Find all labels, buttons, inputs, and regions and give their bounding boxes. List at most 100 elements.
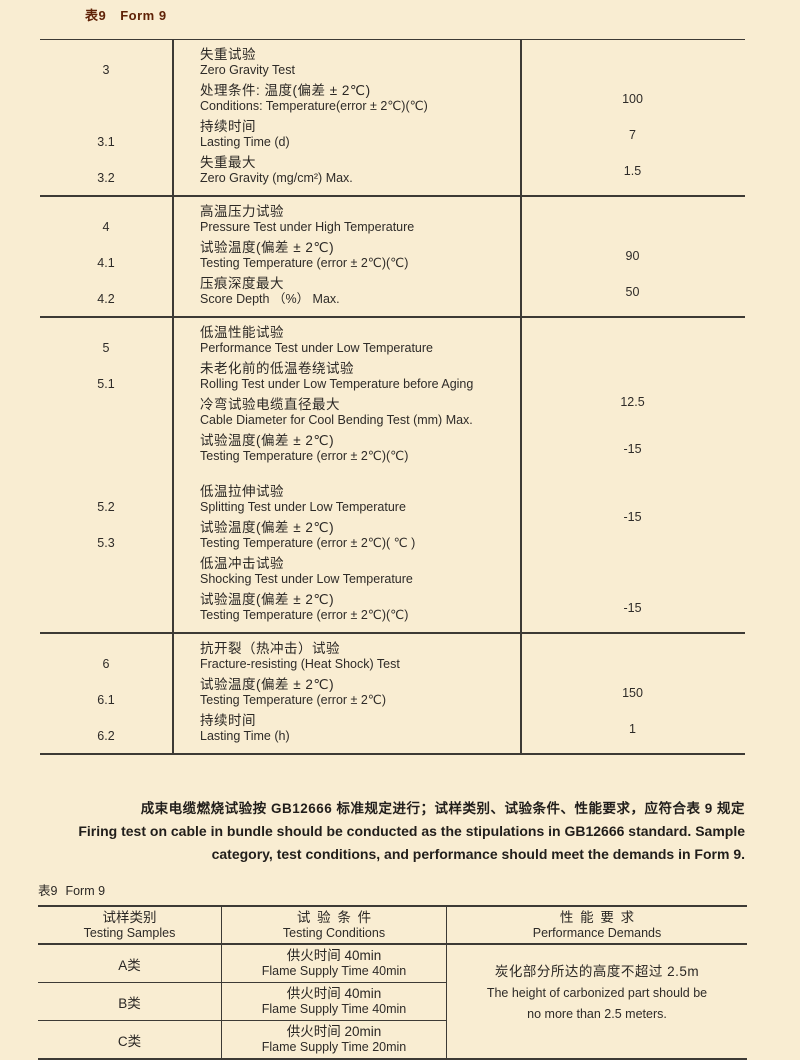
note-text-cn: 成束电缆燃烧试验按 GB12666 标准规定进行；试样类别、试验条件、性能要求，… bbox=[140, 801, 745, 816]
condition-en: Flame Supply Time 40min bbox=[261, 964, 407, 978]
column-divider bbox=[172, 40, 174, 753]
header-en: Testing Conditions bbox=[282, 926, 386, 940]
note-paragraph: 成束电缆燃烧试验按 GB12666 标准规定进行；试样类别、试验条件、性能要求，… bbox=[40, 797, 745, 866]
table-row: 4.2 压痕深度最大 Score Depth （%） Max. 50 bbox=[40, 274, 745, 310]
test-value: 1.5 bbox=[623, 163, 642, 178]
form9-bottom-label: 表9 Form 9 bbox=[38, 880, 800, 899]
note-text-en-line1: Firing test on cable in bundle should be… bbox=[78, 823, 745, 839]
sample-class: C类 bbox=[38, 1021, 222, 1058]
test-items-table: 3 失重试验 Zero Gravity Test 处理条件: 温度(偏差 ± 2… bbox=[40, 39, 745, 755]
table-row: 低温冲击试验 Shocking Test under Low Temperatu… bbox=[40, 554, 745, 590]
row-number: 3 bbox=[102, 63, 110, 77]
table-row: 6 抗开裂（热冲击）试验 Fracture-resisting (Heat Sh… bbox=[40, 639, 745, 675]
test-label-cn: 试验温度(偏差 ± 2℃) bbox=[200, 677, 335, 692]
test-label-cn: 持续时间 bbox=[200, 713, 256, 728]
table-row: 处理条件: 温度(偏差 ± 2℃) Conditions: Temperatur… bbox=[40, 81, 745, 117]
row-text: 持续时间 Lasting Time (h) bbox=[172, 713, 520, 744]
row-text: 失重试验 Zero Gravity Test bbox=[172, 47, 520, 78]
form9-top-label-en: Form 9 bbox=[120, 8, 167, 23]
sample-class: B类 bbox=[38, 983, 222, 1020]
test-value: 100 bbox=[622, 91, 643, 106]
test-value: 1 bbox=[629, 721, 636, 736]
header-cn: 试样类别 bbox=[102, 910, 157, 925]
test-label-en: Score Depth （%） Max. bbox=[200, 292, 340, 306]
row-number bbox=[40, 113, 172, 114]
row-number bbox=[40, 427, 172, 428]
test-value: -15 bbox=[623, 510, 642, 524]
row-text: 试验温度(偏差 ± 2℃) Testing Temperature (error… bbox=[172, 433, 520, 464]
test-condition: 供火时间 40min Flame Supply Time 40min bbox=[222, 945, 447, 982]
table-row: 5.1 未老化前的低温卷绕试验 Rolling Test under Low T… bbox=[40, 359, 745, 395]
row-number: 4.2 bbox=[97, 292, 115, 306]
note-text-en-line2: category, test conditions, and performan… bbox=[211, 846, 745, 862]
row-number: 6.1 bbox=[97, 693, 115, 707]
row-number: 5.1 bbox=[97, 377, 115, 391]
performance-demand-cell: 炭化部分所达的高度不超过 2.5m The height of carboniz… bbox=[447, 945, 747, 1058]
row-text: 持续时间 Lasting Time (d) bbox=[172, 119, 520, 150]
row-text: 处理条件: 温度(偏差 ± 2℃) Conditions: Temperatur… bbox=[172, 83, 520, 114]
table-row: 5.3 试验温度(偏差 ± 2℃) Testing Temperature (e… bbox=[40, 518, 745, 554]
table-section-6: 6 抗开裂（热冲击）试验 Fracture-resisting (Heat Sh… bbox=[40, 632, 745, 753]
firing-table-rows: A类 供火时间 40min Flame Supply Time 40min B类… bbox=[38, 945, 447, 1058]
test-label-en: Fracture-resisting (Heat Shock) Test bbox=[200, 657, 400, 671]
form9-bottom-label-en: Form 9 bbox=[65, 884, 106, 898]
test-label-en: Conditions: Temperature(error ± 2℃)(℃) bbox=[200, 99, 428, 113]
test-label-en: Testing Temperature (error ± 2℃)(℃) bbox=[200, 449, 409, 463]
test-label-en: Zero Gravity (mg/cm²) Max. bbox=[200, 171, 353, 185]
row-text: 低温拉伸试验 Splitting Test under Low Temperat… bbox=[172, 484, 520, 515]
header-cn: 试验条件 bbox=[296, 910, 378, 925]
test-value: -15 bbox=[623, 600, 642, 615]
test-label-cn: 失重试验 bbox=[200, 47, 256, 62]
row-text: 低温冲击试验 Shocking Test under Low Temperatu… bbox=[172, 556, 520, 587]
table-row: 5.2 低温拉伸试验 Splitting Test under Low Temp… bbox=[40, 482, 745, 524]
table-row: 冷弯试验电缆直径最大 Cable Diameter for Cool Bendi… bbox=[40, 395, 745, 431]
demand-en-line2: no more than 2.5 meters. bbox=[527, 1006, 667, 1021]
test-label-en: Cable Diameter for Cool Bending Test (mm… bbox=[200, 413, 473, 427]
table-row: 6.1 试验温度(偏差 ± 2℃) Testing Temperature (e… bbox=[40, 675, 745, 711]
row-text: 低温性能试验 Performance Test under Low Temper… bbox=[172, 325, 520, 356]
table-row: 试验温度(偏差 ± 2℃) Testing Temperature (error… bbox=[40, 590, 745, 626]
row-number: 5.3 bbox=[97, 536, 115, 550]
table-row: 6.2 持续时间 Lasting Time (h) 1 bbox=[40, 711, 745, 747]
table-row: 试验温度(偏差 ± 2℃) Testing Temperature (error… bbox=[40, 431, 745, 467]
row-text: 试验温度(偏差 ± 2℃) Testing Temperature (error… bbox=[172, 240, 520, 271]
test-value: 90 bbox=[625, 248, 640, 263]
test-label-en: Testing Temperature (error ± 2℃)(℃) bbox=[200, 608, 409, 622]
row-number: 4 bbox=[102, 220, 110, 234]
table-row-class-c: C类 供火时间 20min Flame Supply Time 20min bbox=[38, 1020, 447, 1058]
test-value: 150 bbox=[622, 685, 643, 700]
header-performance-demands: 性能要求 Performance Demands bbox=[447, 907, 747, 943]
test-label-en: Performance Test under Low Temperature bbox=[200, 341, 433, 355]
firing-table-header: 试样类别 Testing Samples 试验条件 Testing Condit… bbox=[38, 907, 747, 945]
document-page: 表9 Form 9 3 失重试验 Zero Gravity Test 处理条件: … bbox=[0, 5, 800, 1060]
test-label-cn: 抗开裂（热冲击）试验 bbox=[200, 641, 340, 656]
condition-cn: 供火时间 20min bbox=[286, 1024, 382, 1039]
test-label-cn: 压痕深度最大 bbox=[200, 276, 284, 291]
test-value: 12.5 bbox=[620, 395, 645, 409]
test-condition: 供火时间 40min Flame Supply Time 40min bbox=[222, 983, 447, 1020]
test-label-en: Lasting Time (h) bbox=[200, 729, 290, 743]
firing-test-table: 试样类别 Testing Samples 试验条件 Testing Condit… bbox=[38, 905, 747, 1060]
row-text: 试验温度(偏差 ± 2℃) Testing Temperature (error… bbox=[172, 677, 520, 708]
test-value: 7 bbox=[629, 127, 636, 142]
test-value: -15 bbox=[623, 441, 642, 456]
table-row: 5 低温性能试验 Performance Test under Low Temp… bbox=[40, 323, 745, 359]
row-text: 试验温度(偏差 ± 2℃) Testing Temperature (error… bbox=[172, 520, 520, 551]
form9-top-label: 表9 Form 9 bbox=[85, 5, 800, 24]
test-label-cn: 持续时间 bbox=[200, 119, 256, 134]
test-label-en: Pressure Test under High Temperature bbox=[200, 220, 415, 234]
test-label-en: Shocking Test under Low Temperature bbox=[200, 572, 413, 586]
row-number: 4.1 bbox=[97, 256, 115, 270]
form9-bottom-label-zh: 表9 bbox=[38, 884, 58, 898]
row-number bbox=[40, 586, 172, 587]
column-divider bbox=[520, 40, 522, 753]
test-label-en: Rolling Test under Low Temperature befor… bbox=[200, 377, 474, 391]
test-label-cn: 高温压力试验 bbox=[200, 204, 284, 219]
row-number: 5 bbox=[102, 341, 110, 355]
test-label-cn: 未老化前的低温卷绕试验 bbox=[200, 361, 354, 376]
condition-en: Flame Supply Time 40min bbox=[261, 1002, 407, 1016]
test-label-en: Testing Temperature (error ± 2℃)( ℃ ) bbox=[200, 536, 416, 550]
test-label-cn: 试验温度(偏差 ± 2℃) bbox=[200, 240, 335, 255]
test-label-en: Zero Gravity Test bbox=[200, 63, 295, 77]
test-label-cn: 试验温度(偏差 ± 2℃) bbox=[200, 433, 335, 448]
